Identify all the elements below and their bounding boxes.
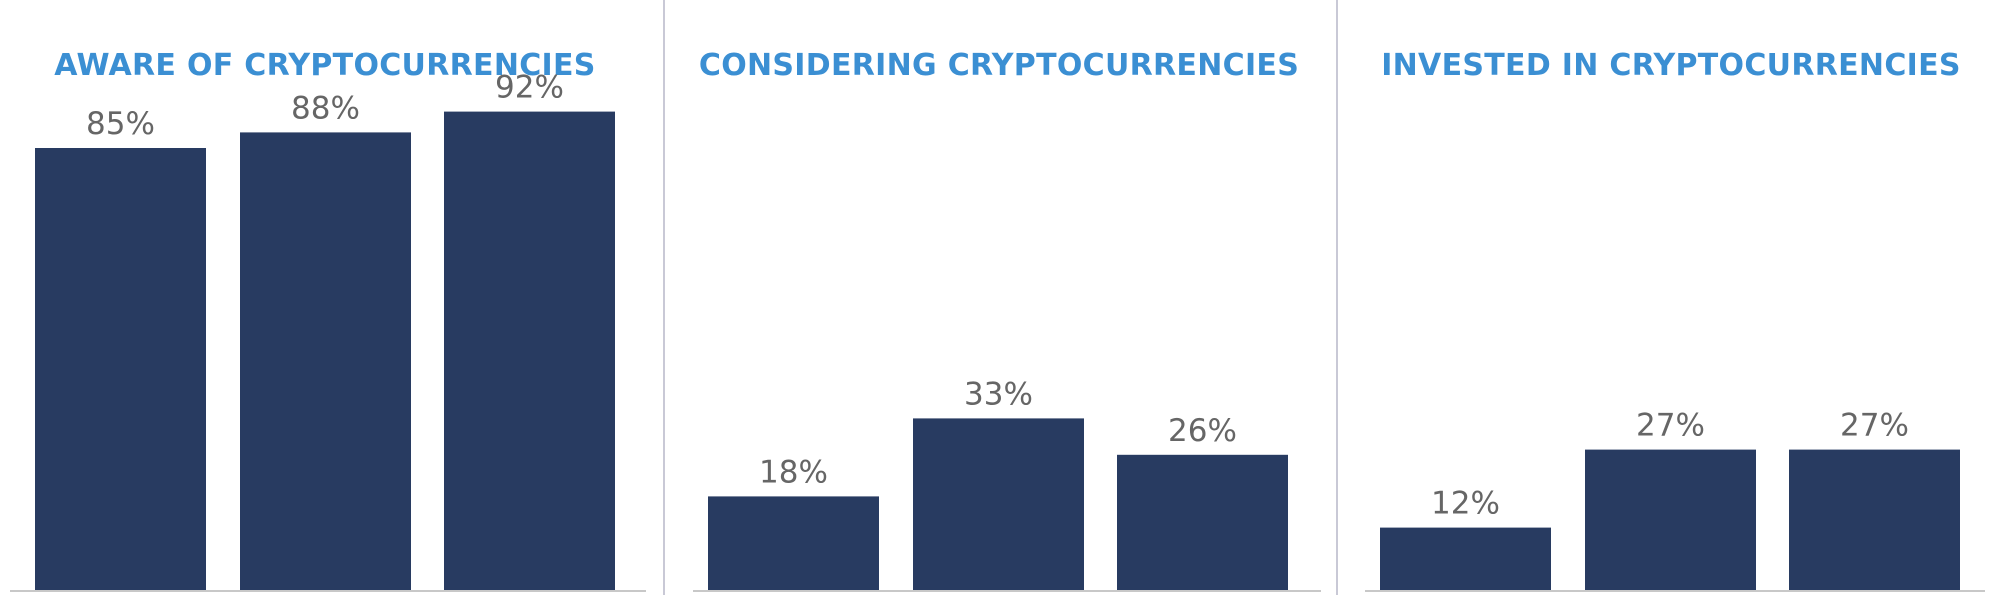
bar	[444, 111, 615, 590]
data-label: 27%	[1636, 408, 1705, 444]
chart-panel-3: INVESTED IN CRYPTOCURRENCIES 12% 27% 27%	[1365, 48, 1985, 592]
bar	[708, 496, 879, 590]
data-label: 18%	[759, 454, 828, 490]
data-label: 85%	[86, 106, 155, 142]
bar	[1789, 449, 1960, 590]
bar	[1117, 454, 1288, 590]
data-label: 26%	[1168, 413, 1237, 449]
data-label: 12%	[1431, 486, 1500, 522]
chart-panel-2: CONSIDERING CRYPTOCURRENCIES 18% 33% 26%	[693, 48, 1321, 592]
data-label: 88%	[291, 90, 360, 126]
data-label: 33%	[964, 376, 1033, 412]
chart-title: AWARE OF CRYPTOCURRENCIES	[54, 48, 595, 83]
data-label: 92%	[495, 70, 564, 106]
chart-panel-1: AWARE OF CRYPTOCURRENCIES 85% 88% 92%	[10, 48, 646, 592]
chart-title: INVESTED IN CRYPTOCURRENCIES	[1381, 48, 1961, 83]
data-label: 27%	[1840, 408, 1909, 444]
bar	[35, 148, 206, 590]
bar	[913, 418, 1084, 590]
chart-title: CONSIDERING CRYPTOCURRENCIES	[699, 48, 1299, 83]
bar	[1380, 527, 1551, 590]
bar	[1585, 449, 1756, 590]
bar	[240, 132, 411, 590]
